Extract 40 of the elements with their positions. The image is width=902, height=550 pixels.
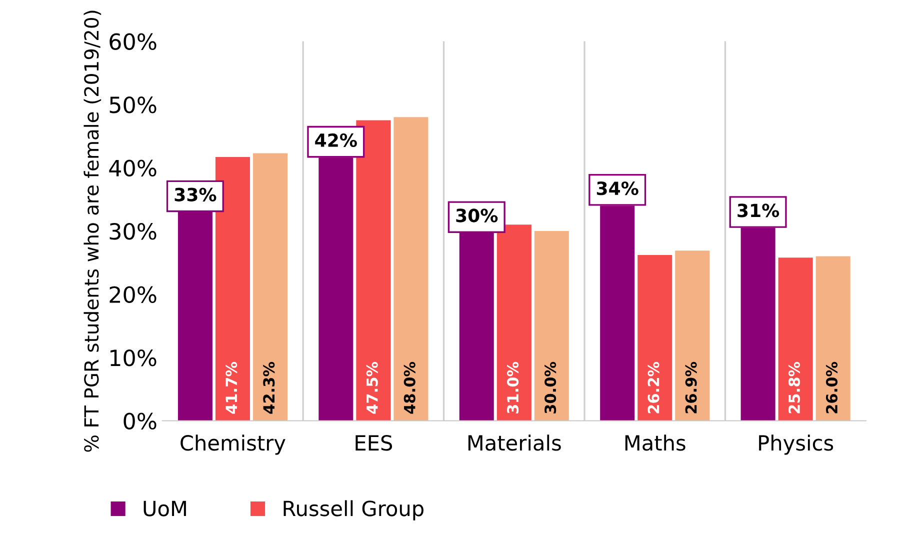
data-label: 31.0% (507, 362, 519, 414)
y-tick-label: 20% (110, 286, 156, 304)
bar (496, 224, 532, 421)
data-label: 34% (596, 181, 638, 196)
x-tick-label: Physics (759, 434, 834, 455)
bar (252, 153, 288, 421)
bar (778, 258, 813, 421)
y-tick-label: 10% (110, 349, 156, 366)
legend-label: UoM (144, 500, 186, 516)
data-label: 26.9% (685, 362, 697, 414)
x-tick-label: Maths (625, 434, 686, 451)
y-tick-label: 40% (109, 160, 156, 177)
y-tick-label: 0% (124, 412, 156, 430)
data-label: 30% (456, 208, 498, 222)
x-tick-label: EES (356, 435, 392, 451)
bar (638, 255, 672, 421)
y-tick-label: 50% (110, 96, 156, 114)
data-label: 48.0% (404, 362, 416, 414)
data-label: 30.0% (544, 362, 556, 414)
bar (394, 117, 428, 421)
bar (356, 120, 391, 421)
x-tick-label: Chemistry (180, 434, 286, 455)
data-label: 41.7% (226, 362, 238, 414)
data-label: 47.5% (366, 362, 378, 414)
bar (675, 250, 710, 421)
y-axis-title: % FT PGR students who are female (2019/20) (84, 10, 102, 452)
legend-label: Russell Group (284, 500, 424, 520)
x-tick-label: Materials (468, 434, 561, 451)
y-tick-label: 30% (110, 222, 156, 240)
bar (215, 157, 250, 421)
data-label: 26.0% (826, 362, 838, 414)
y-tick-label: 60% (110, 33, 156, 50)
data-label: 26.2% (648, 362, 660, 414)
data-label: 42.3% (263, 362, 275, 414)
data-label: 31% (738, 204, 780, 218)
data-label: 25.8% (788, 362, 800, 414)
bar (534, 231, 569, 421)
data-label: 42% (315, 133, 357, 148)
bar (816, 256, 850, 421)
data-label: 33% (174, 188, 216, 202)
